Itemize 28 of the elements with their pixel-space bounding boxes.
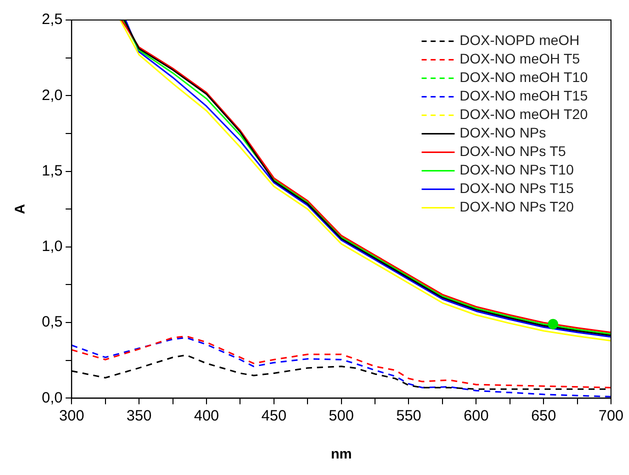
y-axis-title: A xyxy=(11,204,28,214)
x-tick-label: 600 xyxy=(464,407,489,424)
legend-label: DOX-NO meOH T10 xyxy=(460,69,588,86)
x-tick-label: 650 xyxy=(531,407,556,424)
legend-label: DOX-NO NPs T5 xyxy=(460,143,566,160)
y-tick-label: 0,5 xyxy=(42,314,63,331)
x-tick-label: 450 xyxy=(261,407,286,424)
x-tick-label: 700 xyxy=(598,407,624,424)
y-tick-label: 1,5 xyxy=(42,162,63,180)
legend-label: DOX-NO meOH T20 xyxy=(460,106,588,122)
legend-label: DOX-NOPD meOH xyxy=(460,32,580,48)
y-tick-label: 0,0 xyxy=(42,389,63,406)
x-tick-label: 350 xyxy=(126,407,152,424)
y-tick-label: 2,5 xyxy=(42,11,63,28)
y-tick-label: 2,0 xyxy=(42,86,63,104)
x-tick-label: 550 xyxy=(396,407,422,424)
x-axis-title: nm xyxy=(330,445,352,462)
y-tick-label: 1,0 xyxy=(42,238,63,256)
x-tick-label: 400 xyxy=(194,407,220,424)
x-tick-label: 500 xyxy=(328,407,354,424)
legend-label: DOX-NO NPs T20 xyxy=(460,198,574,215)
legend-label: DOX-NO meOH T5 xyxy=(460,50,580,67)
legend-label: DOX-NO NPs T15 xyxy=(460,180,574,196)
legend-label: DOX-NO NPs T10 xyxy=(460,162,574,178)
legend-label: DOX-NO NPs xyxy=(460,124,546,141)
legend-label: DOX-NO meOH T15 xyxy=(460,88,588,104)
x-tick-label: 300 xyxy=(59,407,84,424)
line-series xyxy=(72,335,611,388)
